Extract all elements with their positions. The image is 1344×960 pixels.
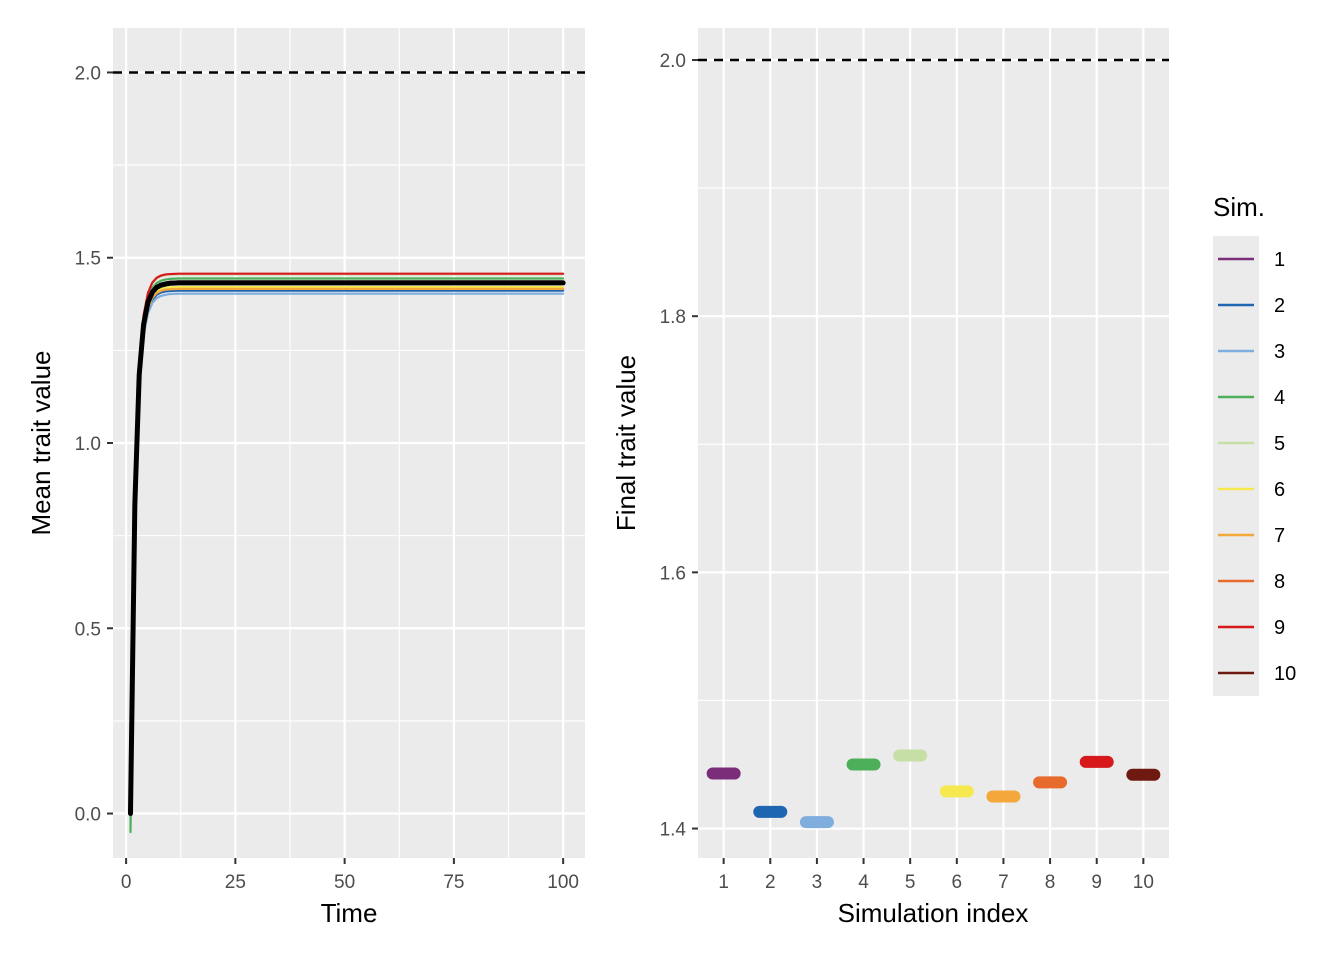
legend-label-sim-2: 2 [1274, 295, 1285, 317]
y-tick-label: 2.0 [75, 63, 101, 84]
x-tick-label: 25 [225, 872, 246, 893]
y-tick-label: 1.6 [660, 563, 686, 584]
point-sim-3 [799, 816, 834, 829]
y-tick-label: 2.0 [660, 51, 686, 72]
legend-label-sim-3: 3 [1274, 341, 1285, 363]
x-tick-label: 0 [121, 872, 132, 893]
right-panel-gridlines [698, 28, 1169, 858]
y-tick-label: 1.5 [75, 249, 101, 270]
x-tick-label: 8 [1045, 872, 1056, 893]
point-sim-7 [986, 790, 1021, 803]
x-tick-label: 9 [1091, 872, 1102, 893]
left-panel-y-ticks: 0.0 0.5 1.0 1.5 2.0 [75, 63, 113, 826]
legend-label-sim-10: 10 [1274, 663, 1296, 685]
left-x-axis-title: Time [321, 898, 378, 928]
point-sim-10 [1126, 768, 1161, 781]
x-tick-label: 50 [334, 872, 355, 893]
legend-title: Sim. [1213, 192, 1265, 222]
point-sim-8 [1033, 776, 1068, 789]
legend-items: 1 2 3 4 5 6 7 8 9 10 [1218, 249, 1296, 685]
x-tick-label: 2 [765, 872, 776, 893]
point-sim-5 [893, 749, 928, 762]
y-tick-label: 1.8 [660, 307, 686, 328]
y-tick-label: 1.4 [660, 820, 687, 841]
y-tick-label: 0.0 [75, 805, 101, 826]
legend-label-sim-7: 7 [1274, 525, 1285, 547]
right-x-axis-title: Simulation index [838, 898, 1029, 928]
right-panel-y-ticks: 1.4 1.6 1.8 2.0 [660, 51, 698, 841]
x-tick-label: 7 [998, 872, 1009, 893]
right-y-axis-title: Final trait value [611, 355, 641, 531]
right-panel-background [698, 28, 1169, 858]
left-panel-gridlines [113, 28, 585, 858]
x-tick-label: 3 [812, 872, 823, 893]
right-panel-points [706, 749, 1161, 829]
left-panel-series-lines [127, 272, 566, 834]
right-panel-x-ticks: 1 2 3 4 5 6 7 8 9 10 [718, 858, 1154, 893]
left-y-axis-title: Mean trait value [26, 351, 56, 536]
legend-label-sim-8: 8 [1274, 571, 1285, 593]
x-tick-label: 5 [905, 872, 916, 893]
legend-label-sim-9: 9 [1274, 617, 1285, 639]
y-tick-label: 1.0 [75, 434, 101, 455]
x-tick-label: 6 [952, 872, 963, 893]
mean-series-line [127, 280, 566, 817]
legend-key-background [1213, 236, 1259, 696]
point-sim-9 [1079, 755, 1114, 768]
legend-label-sim-4: 4 [1274, 387, 1285, 409]
x-tick-label: 10 [1133, 872, 1154, 893]
left-panel-mean-trait-chart: 0.0 0.5 1.0 1.5 2.0 0 25 50 75 100 Time Mean tra… [26, 28, 585, 928]
point-sim-1 [706, 767, 741, 780]
legend-label-sim-6: 6 [1274, 479, 1285, 501]
x-tick-label: 100 [547, 872, 579, 893]
point-sim-2 [753, 805, 788, 818]
right-panel-final-trait-chart: 1.4 1.6 1.8 2.0 1 2 3 4 5 6 7 8 9 10 Simulation inde… [611, 28, 1169, 928]
point-sim-6 [939, 785, 974, 798]
y-tick-label: 0.5 [75, 619, 101, 640]
point-sim-4 [846, 758, 881, 771]
x-tick-label: 75 [443, 872, 464, 893]
x-tick-label: 4 [858, 872, 869, 893]
legend-label-sim-5: 5 [1274, 433, 1285, 455]
left-panel-x-ticks: 0 25 50 75 100 [121, 858, 579, 893]
legend: Sim. 1 2 3 4 5 6 7 8 9 10 [1213, 192, 1296, 696]
x-tick-label: 1 [718, 872, 729, 893]
legend-label-sim-1: 1 [1274, 249, 1285, 271]
